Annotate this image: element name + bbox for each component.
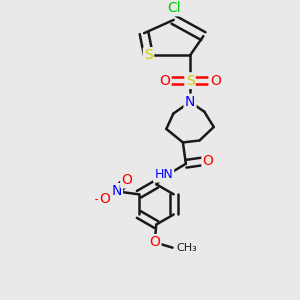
Text: S: S — [144, 48, 153, 62]
Text: HN: HN — [154, 168, 173, 181]
Text: S: S — [186, 74, 194, 88]
Text: +: + — [125, 172, 135, 182]
Text: −: − — [94, 194, 104, 207]
Text: O: O — [159, 74, 170, 88]
Text: N: N — [185, 95, 195, 109]
Text: O: O — [122, 173, 132, 187]
Text: O: O — [203, 154, 214, 168]
Text: Cl: Cl — [167, 1, 181, 15]
Text: O: O — [210, 74, 221, 88]
Text: N: N — [111, 184, 122, 198]
Text: O: O — [149, 235, 160, 249]
Text: O: O — [99, 192, 110, 206]
Text: CH₃: CH₃ — [176, 243, 197, 253]
